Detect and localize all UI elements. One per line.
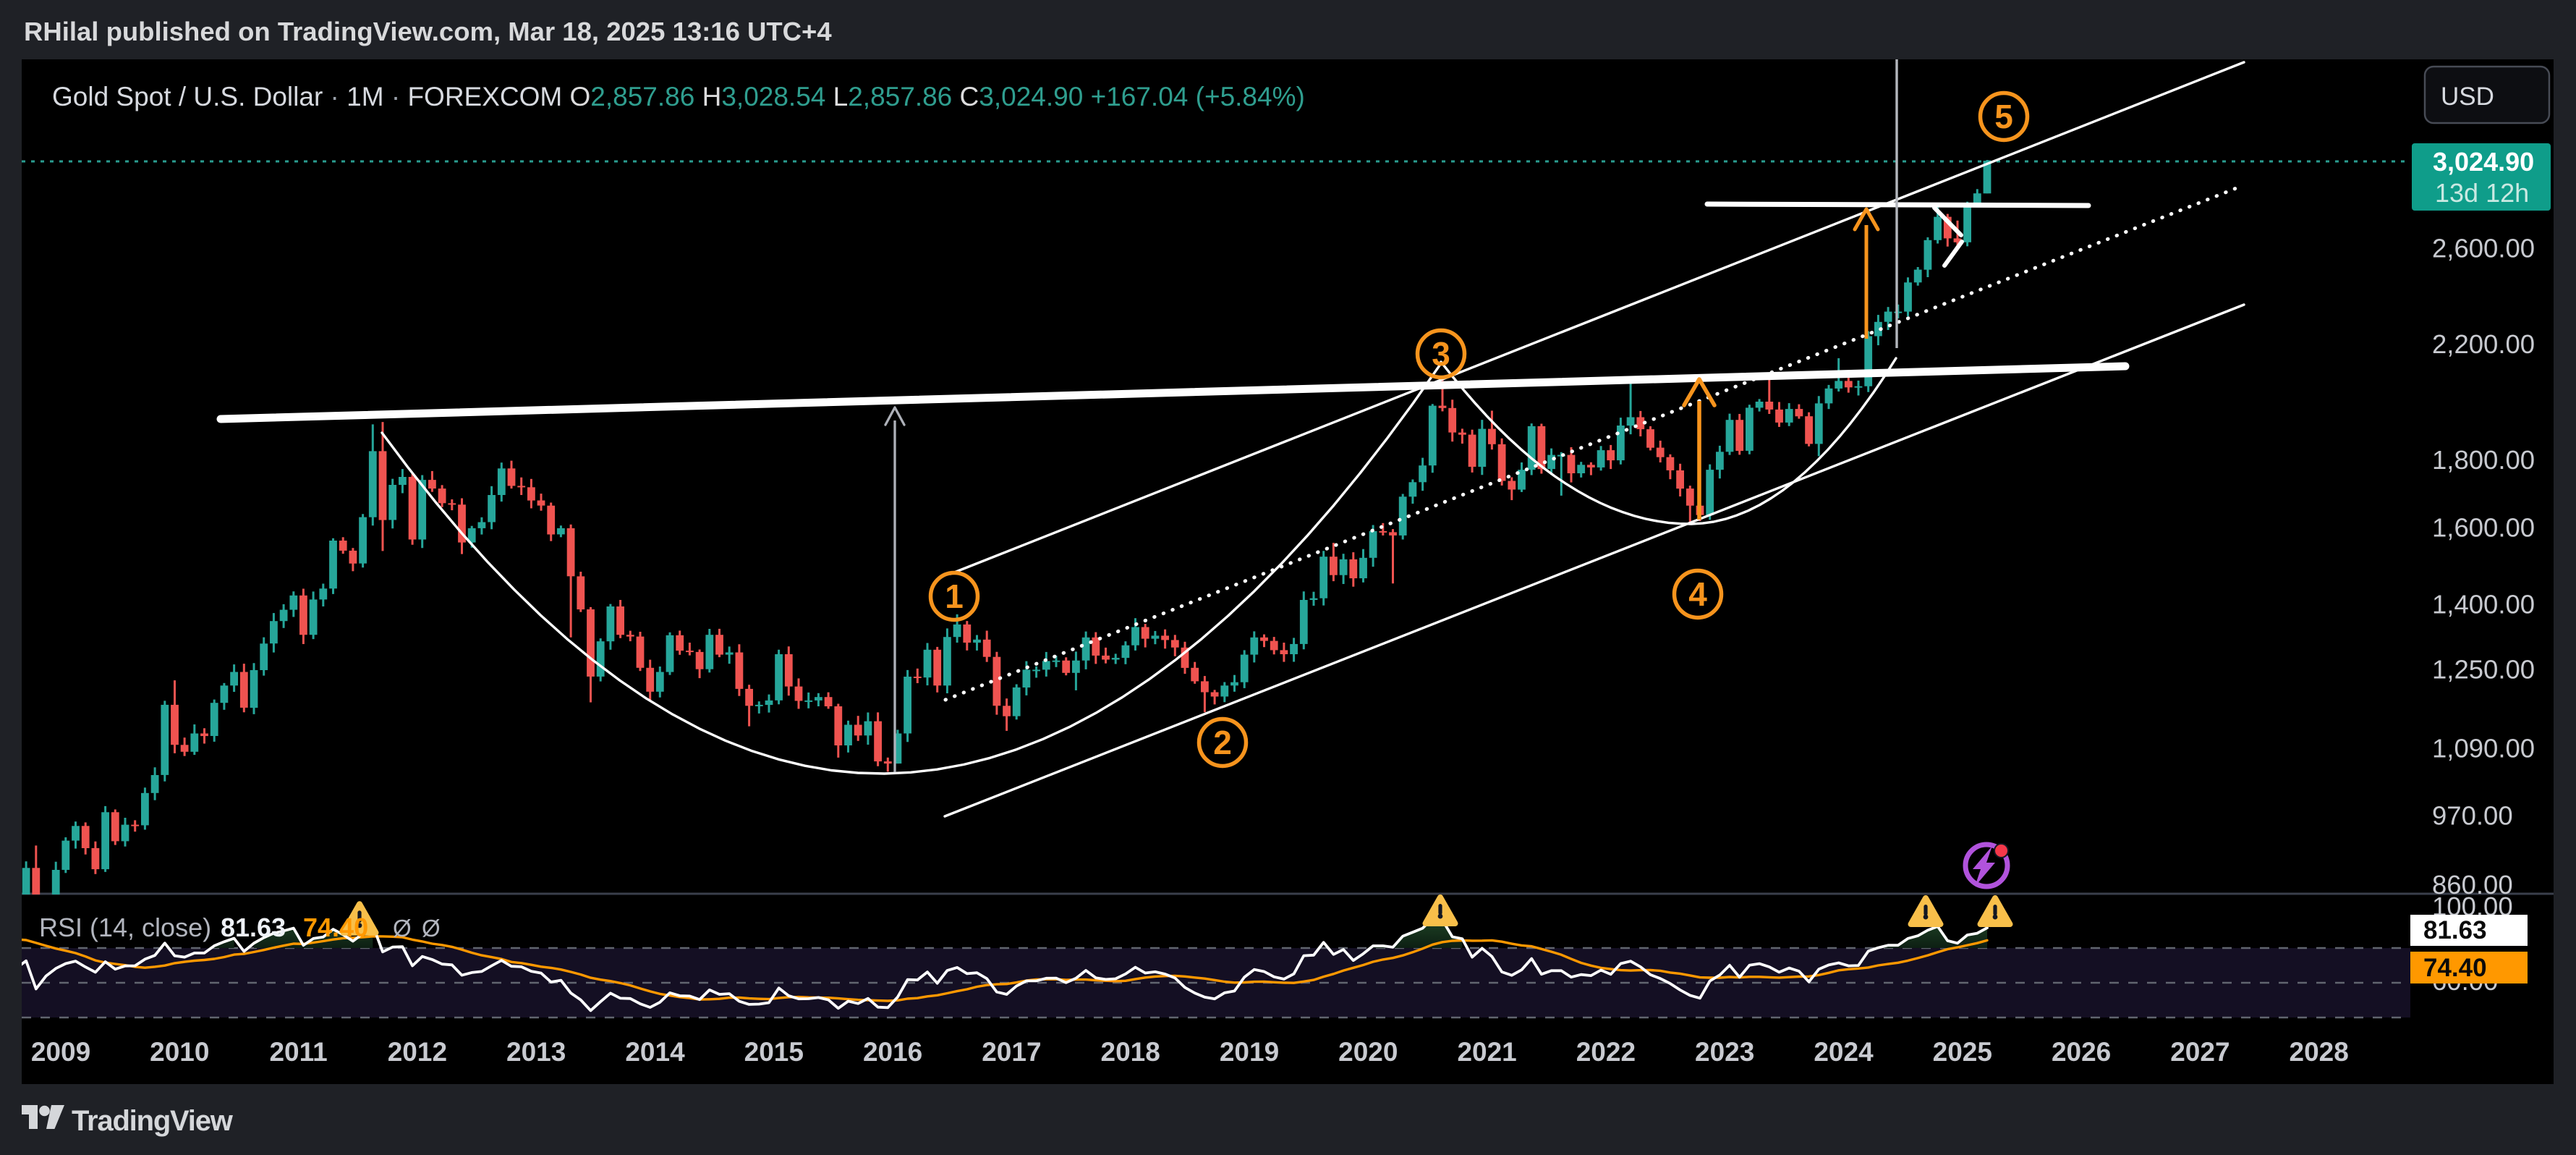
- svg-text:74.40: 74.40: [303, 913, 368, 942]
- svg-text:Ø: Ø: [393, 915, 412, 942]
- svg-text:2021: 2021: [1457, 1037, 1516, 1067]
- svg-text:2,200.00: 2,200.00: [2432, 329, 2535, 359]
- svg-text:860.00: 860.00: [2432, 870, 2513, 900]
- svg-text:2018: 2018: [1101, 1037, 1160, 1067]
- svg-text:3: 3: [1432, 335, 1450, 373]
- svg-text:2013: 2013: [506, 1037, 566, 1067]
- svg-text:2026: 2026: [2052, 1037, 2111, 1067]
- svg-text:RHilal published on TradingVie: RHilal published on TradingView.com, Mar…: [24, 17, 832, 46]
- svg-text:5: 5: [1994, 98, 2013, 135]
- svg-text:2014: 2014: [625, 1037, 685, 1067]
- svg-text:Ø: Ø: [422, 915, 441, 942]
- svg-text:1,800.00: 1,800.00: [2432, 445, 2535, 475]
- svg-text:2017: 2017: [982, 1037, 1041, 1067]
- svg-text:2016: 2016: [863, 1037, 922, 1067]
- svg-text:2009: 2009: [31, 1037, 90, 1067]
- svg-text:1: 1: [945, 578, 964, 615]
- svg-text:2024: 2024: [1814, 1037, 1874, 1067]
- svg-text:1,400.00: 1,400.00: [2432, 590, 2535, 619]
- svg-text:2027: 2027: [2170, 1037, 2229, 1067]
- svg-text:2010: 2010: [150, 1037, 209, 1067]
- svg-text:2011: 2011: [269, 1037, 327, 1067]
- svg-text:3,024.90: 3,024.90: [2433, 147, 2534, 177]
- svg-text:2015: 2015: [744, 1037, 804, 1067]
- svg-text:RSI (14, close): RSI (14, close): [39, 913, 211, 942]
- svg-text:1,600.00: 1,600.00: [2432, 512, 2535, 542]
- svg-text:2025: 2025: [1933, 1037, 1992, 1067]
- svg-text:2012: 2012: [388, 1037, 447, 1067]
- svg-text:4: 4: [1688, 575, 1707, 613]
- svg-text:2028: 2028: [2290, 1037, 2349, 1067]
- svg-text:81.63: 81.63: [221, 913, 286, 942]
- svg-text:Gold Spot / U.S. Dollar · 1M ·: Gold Spot / U.S. Dollar · 1M · FOREXCOM …: [52, 82, 1305, 111]
- svg-text:2019: 2019: [1220, 1037, 1279, 1067]
- svg-text:2,600.00: 2,600.00: [2432, 233, 2535, 263]
- svg-text:1,090.00: 1,090.00: [2432, 734, 2535, 763]
- svg-text:2: 2: [1213, 724, 1232, 761]
- svg-text:2022: 2022: [1576, 1037, 1636, 1067]
- svg-text:81.63: 81.63: [2423, 916, 2487, 944]
- svg-text:1,250.00: 1,250.00: [2432, 655, 2535, 685]
- svg-text:USD: USD: [2441, 82, 2494, 111]
- svg-text:970.00: 970.00: [2432, 800, 2513, 830]
- svg-text:13d 12h: 13d 12h: [2435, 178, 2529, 208]
- svg-text:2020: 2020: [1338, 1037, 1398, 1067]
- svg-text:2023: 2023: [1695, 1037, 1754, 1067]
- svg-text:74.40: 74.40: [2423, 954, 2487, 982]
- svg-text:TradingView: TradingView: [72, 1105, 234, 1137]
